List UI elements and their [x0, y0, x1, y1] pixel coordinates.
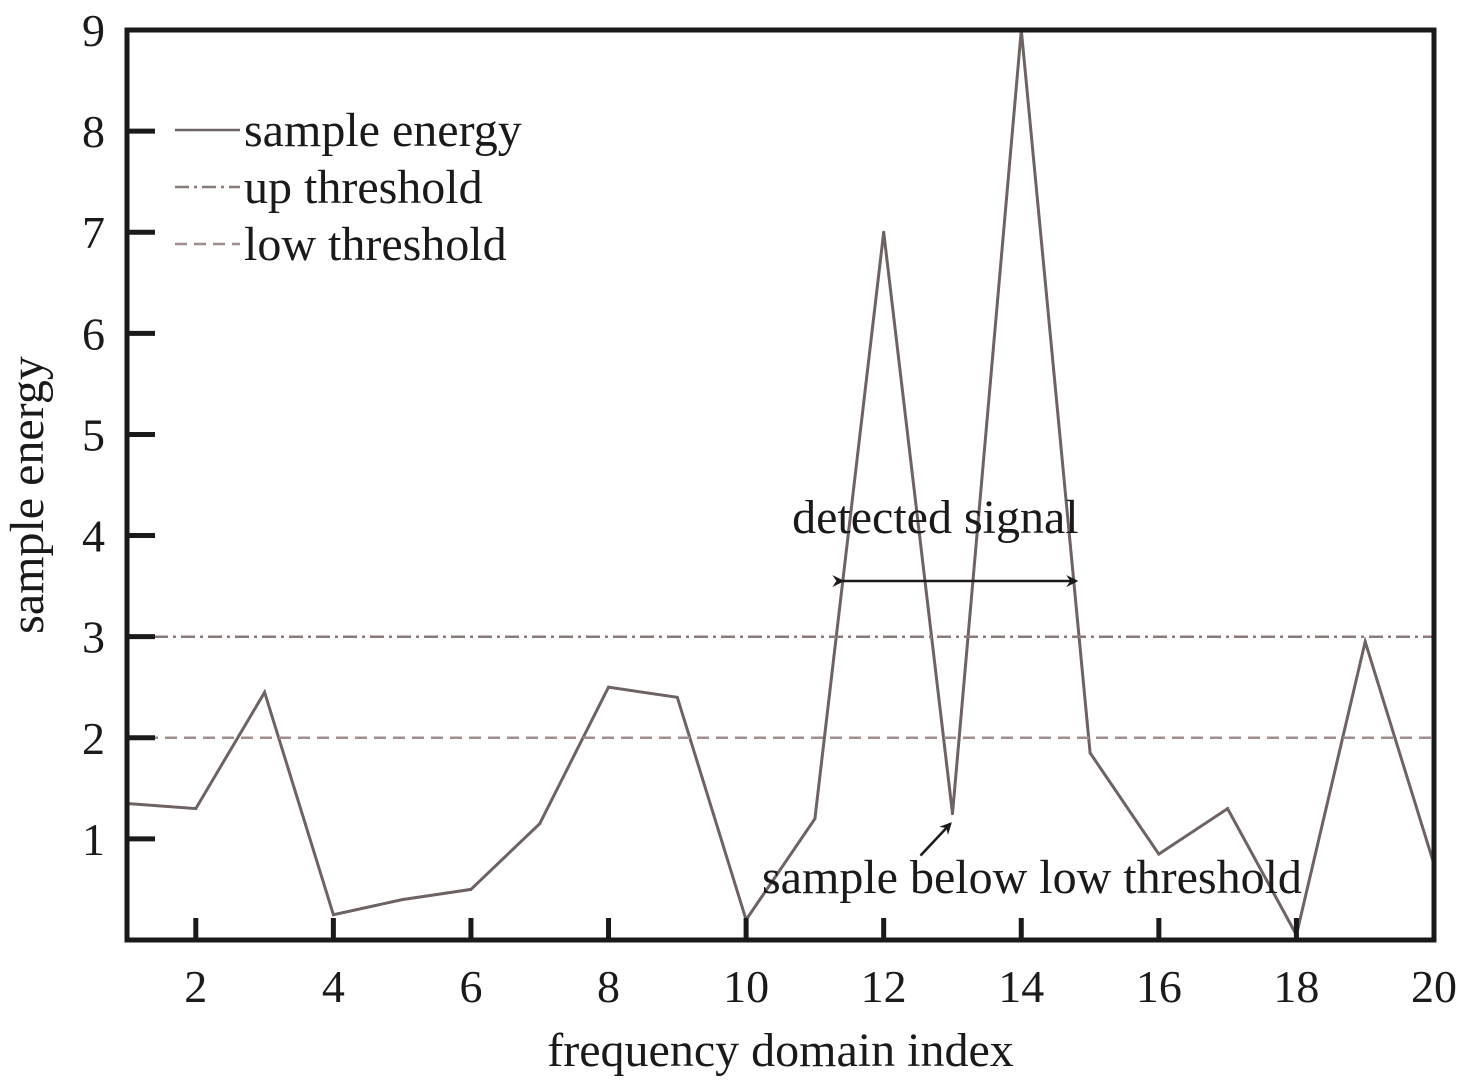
- data-point: [607, 685, 611, 689]
- data-point: [1157, 852, 1161, 856]
- data-point: [813, 817, 817, 821]
- y-tick-label: 2: [82, 713, 105, 764]
- plot-area-frame: [124, 27, 1437, 943]
- annotations: detected signal sample below low threshol…: [762, 491, 1302, 904]
- data-point: [263, 690, 267, 694]
- legend-label: low threshold: [244, 218, 507, 271]
- y-axis-title: sample energy: [1, 356, 54, 634]
- series-line-sample-energy: [126, 29, 1436, 940]
- y-tick-label: 3: [82, 612, 105, 663]
- data-point: [469, 887, 473, 891]
- data-point: [882, 230, 886, 234]
- data-point: [950, 812, 954, 816]
- y-tick-label: 6: [82, 308, 105, 359]
- data-point: [1226, 807, 1230, 811]
- x-tick-label: 8: [597, 961, 620, 1012]
- x-axis-ticks: 2 4 6 8 10 12 14 16 18 20: [184, 918, 1457, 1012]
- y-tick-label: 7: [82, 207, 105, 258]
- x-tick-label: 4: [322, 961, 345, 1012]
- x-tick-label: 6: [459, 961, 482, 1012]
- y-tick-label: 9: [82, 5, 105, 56]
- y-tick-label: 1: [82, 814, 105, 865]
- data-point: [194, 807, 198, 811]
- below-threshold-arrow: [919, 822, 952, 857]
- y-tick-label: 8: [82, 106, 105, 157]
- data-point: [1088, 751, 1092, 755]
- data-point: [538, 822, 542, 826]
- y-axis-ticks: 1 2 3 4 5 6 7 8 9: [82, 5, 155, 865]
- y-tick-label: 5: [82, 409, 105, 460]
- x-tick-label: 14: [998, 961, 1044, 1012]
- data-point: [400, 898, 404, 902]
- x-tick-label: 16: [1136, 961, 1182, 1012]
- data-point: [331, 913, 335, 917]
- legend-label: up threshold: [244, 161, 483, 214]
- annotation-detected-signal: detected signal: [792, 491, 1079, 544]
- data-point: [1363, 640, 1367, 644]
- x-tick-label: 20: [1411, 961, 1457, 1012]
- x-axis-title: frequency domain index: [547, 1024, 1014, 1077]
- x-tick-label: 18: [1273, 961, 1319, 1012]
- x-tick-label: 2: [184, 961, 207, 1012]
- data-point: [675, 695, 679, 699]
- y-tick-label: 4: [82, 511, 105, 562]
- x-tick-label: 12: [861, 961, 907, 1012]
- legend-label: sample energy: [244, 104, 522, 157]
- x-tick-label: 10: [723, 961, 769, 1012]
- annotation-sample-below-low-threshold: sample below low threshold: [762, 851, 1302, 904]
